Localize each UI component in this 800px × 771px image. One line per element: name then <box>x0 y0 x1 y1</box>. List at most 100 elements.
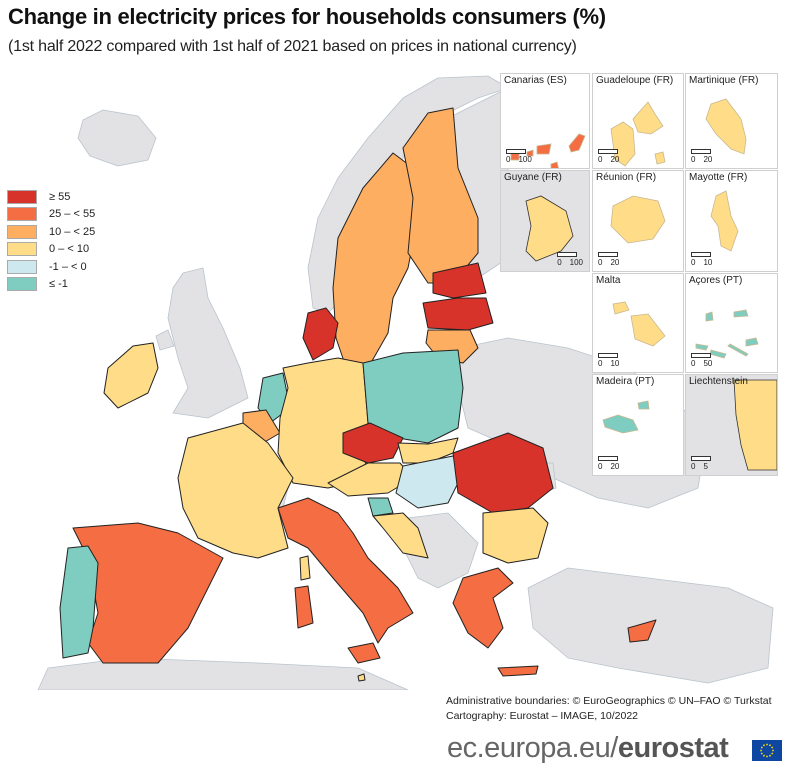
region-n-ireland <box>155 329 175 351</box>
region-denmark <box>302 307 339 361</box>
region-crete <box>497 665 539 677</box>
legend-swatch <box>7 277 37 292</box>
inset-a-ores-pt-: Açores (PT) 0 50 <box>685 273 778 373</box>
legend-item: 0 – < 10 <box>7 241 95 259</box>
scale-bar: 0 100 <box>557 252 583 267</box>
scale-bar-graphic <box>691 456 711 461</box>
inset-region <box>733 309 749 318</box>
legend-item: ≤ -1 <box>7 276 95 294</box>
region-croatia <box>372 512 429 559</box>
scale-bar-graphic <box>557 252 578 257</box>
credits-boundaries: Administrative boundaries: © EuroGeograp… <box>446 695 772 707</box>
region-portugal <box>59 545 99 659</box>
page-subtitle: (1st half 2022 compared with 1st half of… <box>8 38 577 55</box>
page-title: Change in electricity prices for househo… <box>8 4 606 29</box>
scale-bar-label: 0 <box>598 155 603 164</box>
inset-martinique-fr-: Martinique (FR) 0 20 <box>685 73 778 169</box>
scale-bar-graphic <box>598 252 618 257</box>
region-corsica <box>299 555 311 581</box>
eu-flag-star <box>769 744 771 747</box>
inset-malta: Malta 0 10 <box>592 273 684 373</box>
region-slovenia <box>367 497 394 517</box>
region-estonia <box>432 262 487 299</box>
eu-flag-star <box>766 755 768 758</box>
credits-cartography: Cartography: Eurostat – IMAGE, 10/2022 <box>446 710 639 722</box>
region-france <box>177 422 294 559</box>
scale-bar-graphic <box>598 149 618 154</box>
inset-label: Mayotte (FR) <box>689 172 748 183</box>
inset-region <box>710 190 739 252</box>
inset-label: Réunion (FR) <box>596 172 657 183</box>
inset-map <box>710 190 739 252</box>
inset-region <box>525 195 574 262</box>
scale-bar-label: 0 <box>691 462 696 471</box>
scale-bar-label: 20 <box>703 155 713 164</box>
scale-bar-label: 0 <box>598 359 603 368</box>
inset-guadeloupe-fr-: Guadeloupe (FR) 0 20 <box>592 73 684 169</box>
scale-bar-label: 0 <box>691 258 696 267</box>
legend-swatch <box>7 224 37 239</box>
eu-flag-star <box>766 743 768 746</box>
region-bulgaria <box>482 507 549 564</box>
inset-map <box>510 133 586 168</box>
scale-bar: 0 20 <box>598 456 619 471</box>
inset-region <box>536 143 552 155</box>
legend-label: 0 – < 10 <box>49 243 90 256</box>
inset-region <box>612 301 630 315</box>
inset-label: Liechtenstein <box>689 376 748 387</box>
scale-bar: 0 20 <box>691 149 712 164</box>
inset-region <box>630 313 666 347</box>
legend-swatch <box>7 242 37 257</box>
inset-madeira-pt-: Madeira (PT) 0 20 <box>592 374 684 476</box>
legend-swatch <box>7 207 37 222</box>
inset-region <box>705 311 714 322</box>
credits: Administrative boundaries: © EuroGeograp… <box>446 694 772 724</box>
region-n-africa <box>37 657 409 690</box>
inset-label: Malta <box>596 275 621 286</box>
scale-bar-label: 20 <box>610 155 620 164</box>
inset-map <box>610 101 666 167</box>
footer-brand: eurostat <box>617 732 729 764</box>
scale-bar-label: 0 <box>691 359 696 368</box>
inset-label: Guyane (FR) <box>504 172 562 183</box>
scale-bar-graphic <box>691 149 711 154</box>
scale-bar-label: 0 <box>506 155 511 164</box>
scale-bar-label: 50 <box>703 359 713 368</box>
inset-region <box>568 133 586 153</box>
inset-region <box>695 343 709 351</box>
legend-label: ≤ -1 <box>49 278 68 291</box>
scale-bar-graphic <box>691 252 711 257</box>
region-finland <box>402 107 479 284</box>
region-sardinia <box>294 585 314 629</box>
inset-region <box>705 98 747 155</box>
inset-label: Madeira (PT) <box>596 376 655 387</box>
legend-swatch <box>7 259 37 274</box>
inset-map <box>695 309 759 359</box>
scale-bar: 0 10 <box>598 353 619 368</box>
inset-region <box>610 121 636 167</box>
inset-map <box>610 195 666 244</box>
scale-bar: 0 50 <box>691 353 712 368</box>
region-spain <box>72 522 224 664</box>
eu-flag-star <box>760 752 763 755</box>
region-sicily <box>347 642 381 664</box>
legend-label: ≥ 55 <box>49 190 71 203</box>
inset-region <box>550 161 559 168</box>
inset-map <box>686 375 777 475</box>
legend-item: ≥ 55 <box>7 188 95 206</box>
eu-flag-star <box>772 749 774 752</box>
inset-region <box>610 195 666 244</box>
scale-bar-label: 10 <box>703 258 713 267</box>
inset-liechtenstein: Liechtenstein 0 5 <box>685 374 778 476</box>
scale-bar-graphic <box>598 353 618 358</box>
scale-bar-label: 20 <box>610 258 620 267</box>
eu-flag-star <box>769 754 771 757</box>
eurostat-footer[interactable]: ec.europa.eu/eurostat <box>447 732 729 765</box>
scale-bar-label: 100 <box>518 155 532 164</box>
inset-label: Açores (PT) <box>689 275 743 286</box>
inset-region <box>733 379 777 471</box>
region-czechia <box>342 422 404 464</box>
eu-flag-star <box>760 746 763 749</box>
inset-region <box>709 349 727 359</box>
